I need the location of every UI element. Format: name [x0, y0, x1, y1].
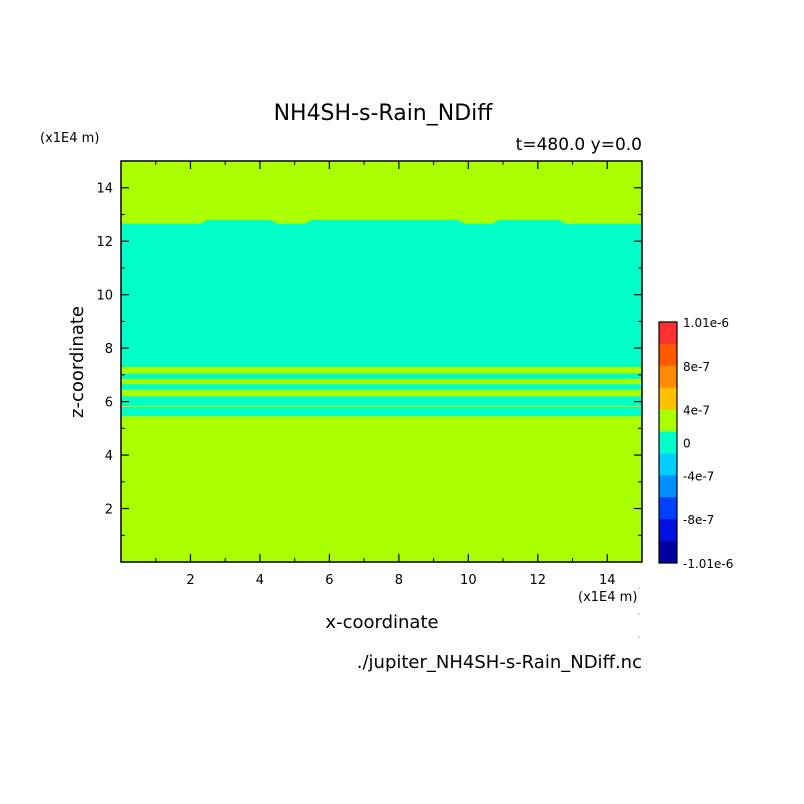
plot-frame — [120, 160, 643, 563]
y-axis-label: z-coordinate — [67, 306, 88, 418]
x-tick-label: 4 — [256, 573, 264, 588]
y-tick-label: 2 — [105, 503, 113, 518]
x-tick-label: 12 — [530, 573, 547, 588]
colorbar-swatch — [659, 541, 677, 564]
y-axis-ticks: 2 4 6 8 10 12 14 — [96, 182, 642, 536]
x-tick-label: 6 — [325, 573, 333, 588]
colorbar-swatch — [659, 365, 677, 389]
colorbar-swatch — [659, 343, 677, 367]
colorbar-label: 8e-7 — [683, 360, 710, 374]
colorbar-swatch — [659, 497, 677, 520]
colorbar-swatch — [659, 431, 677, 454]
chart-title: NH4SH-s-Rain_NDiff — [274, 101, 494, 126]
thin-band-2 — [121, 384, 642, 390]
chart-subtitle: t=480.0 y=0.0 — [516, 135, 642, 155]
colorbar-swatch — [659, 475, 677, 498]
y-tick-label: 10 — [96, 289, 113, 304]
colorbar-label: 4e-7 — [683, 404, 710, 418]
colorbar-label: 1.01e-6 — [683, 316, 729, 330]
colorbar-label: -1.01e-6 — [683, 557, 733, 571]
lower-negative-layer — [121, 406, 642, 417]
colorbar-label: -4e-7 — [683, 469, 714, 483]
colorbar-swatch — [659, 387, 677, 411]
x-tick-label: 10 — [460, 573, 477, 588]
plot-area — [121, 161, 642, 562]
colorbar-swatch — [659, 409, 677, 433]
x-unit-label: (x1E4 m) — [578, 590, 637, 605]
y-tick-label: 6 — [105, 396, 113, 411]
x-axis-label: x-coordinate — [325, 612, 438, 633]
marker-dot-1: ˙ — [637, 587, 641, 596]
x-tick-label: 2 — [186, 573, 194, 588]
upper-negative-layer — [121, 219, 642, 367]
y-tick-label: 4 — [105, 449, 113, 464]
colorbar-label: -8e-7 — [683, 513, 714, 527]
colorbar-swatch — [659, 453, 677, 476]
source-file-label: ./jupiter_NH4SH-s-Rain_NDiff.nc — [357, 652, 642, 673]
thin-band-3 — [121, 396, 642, 406]
marker-dot-2: ˙ — [637, 613, 641, 622]
y-tick-label: 14 — [96, 182, 113, 197]
y-unit-label: (x1E4 m) — [40, 131, 99, 146]
colorbar-swatch — [659, 322, 677, 345]
marker-dot-3: ˙ — [637, 636, 641, 645]
colorbar: 1.01e-6 8e-7 4e-7 0 -4e-7 -8e-7 -1.01e-6 — [658, 316, 733, 571]
thin-band-1 — [121, 373, 642, 379]
y-tick-label: 12 — [96, 235, 113, 250]
colorbar-label: 0 — [683, 437, 691, 451]
x-axis-ticks: 2 4 6 8 10 12 14 — [155, 161, 616, 588]
colorbar-frame — [658, 321, 678, 564]
x-tick-label: 14 — [599, 573, 616, 588]
colorbar-swatch — [659, 519, 677, 542]
y-tick-label: 8 — [105, 342, 113, 357]
x-tick-label: 8 — [395, 573, 403, 588]
